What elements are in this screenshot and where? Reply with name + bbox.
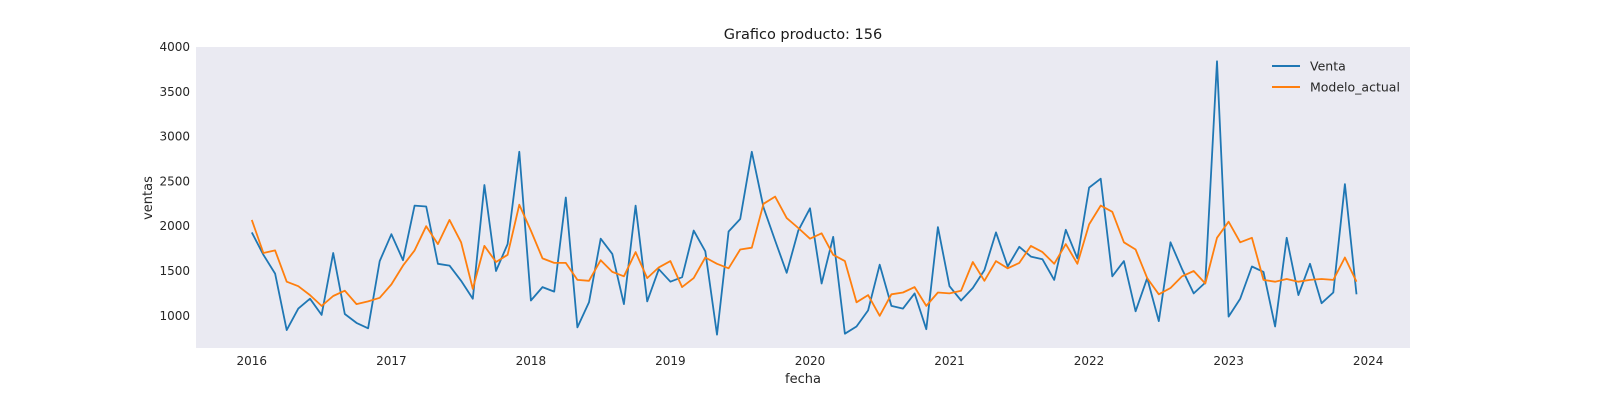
x-tick-label: 2024 [1353,354,1384,368]
x-axis-ticks: 2016 2017 2018 2019 2020 2021 2022 2023 2024 [237,354,1384,368]
y-tick-label: 2000 [159,219,190,233]
x-tick-label: 2017 [376,354,407,368]
y-tick-label: 3500 [159,85,190,99]
x-tick-label: 2019 [655,354,686,368]
x-tick-label: 2016 [237,354,268,368]
plot-area [196,47,1410,348]
legend: Venta Modelo_actual [1272,59,1400,95]
series-line-venta [251,60,1358,336]
y-tick-label: 3000 [159,130,190,144]
x-tick-label: 2020 [795,354,826,368]
y-tick-label: 1000 [159,309,190,323]
legend-label: Modelo_actual [1310,80,1400,95]
y-axis-ticks: 1000 1500 2000 2500 3000 3500 4000 [159,40,190,323]
y-tick-label: 4000 [159,40,190,54]
y-axis-label: ventas [141,176,156,220]
x-axis-label: fecha [785,372,821,387]
y-tick-label: 2500 [159,174,190,188]
x-tick-label: 2018 [516,354,547,368]
legend-label: Venta [1310,59,1346,74]
x-tick-label: 2021 [934,354,965,368]
x-tick-label: 2022 [1074,354,1105,368]
x-tick-label: 2023 [1213,354,1244,368]
series-lines [250,60,1358,336]
y-tick-label: 1500 [159,264,190,278]
chart-title: Grafico producto: 156 [724,27,882,43]
series-line-modelo-actual [250,195,1358,317]
